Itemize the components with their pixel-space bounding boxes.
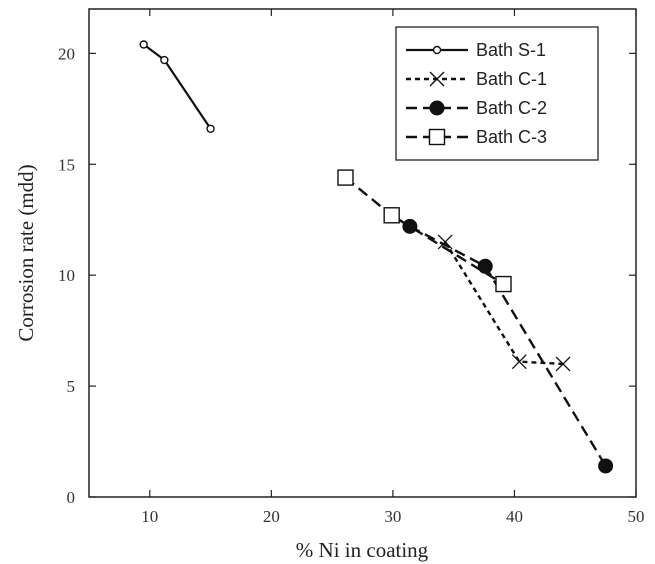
- x-marker-stroke: [555, 356, 571, 372]
- legend-label: Bath C-1: [476, 69, 547, 89]
- data-point: [383, 207, 400, 224]
- series-bath-c-2: [402, 218, 614, 474]
- y-tick-label: 0: [67, 488, 76, 507]
- data-point: [429, 100, 445, 116]
- y-tick-label: 10: [58, 266, 75, 285]
- y-axis-label: Corrosion rate (mdd): [14, 164, 38, 341]
- series-layer: [139, 40, 614, 474]
- series-bath-c-3: [337, 169, 512, 293]
- data-point: [206, 124, 215, 133]
- legend-label: Bath C-3: [476, 127, 547, 147]
- y-tick-label: 20: [58, 44, 75, 63]
- x-marker-stroke: [437, 234, 453, 250]
- x-tick-label: 10: [141, 507, 158, 526]
- series-line: [444, 241, 564, 366]
- data-point: [337, 169, 354, 186]
- x-axis-label: % Ni in coating: [296, 538, 429, 562]
- data-point: [160, 55, 169, 65]
- data-point: [432, 45, 442, 55]
- legend-entry: Bath S-1: [406, 40, 546, 60]
- y-tick-label: 5: [67, 377, 76, 396]
- axis-ticks: 10 20 30 40 50 0 5 10 15 20: [58, 9, 645, 526]
- legend-entry: Bath C-2: [406, 98, 547, 118]
- x-tick-label: 50: [628, 507, 645, 526]
- x-marker-stroke: [429, 71, 445, 87]
- y-tick-label: 15: [58, 155, 75, 174]
- x-tick-label: 40: [506, 507, 523, 526]
- data-point: [555, 356, 571, 372]
- legend-entry: Bath C-1: [406, 69, 547, 89]
- legend: Bath S-1 Bath C-1 Bath C-2 Bath C-3: [395, 26, 599, 161]
- x-tick-label: 30: [384, 507, 401, 526]
- data-point: [402, 218, 418, 234]
- data-point: [139, 40, 148, 49]
- data-point: [428, 128, 446, 146]
- data-point: [429, 71, 445, 87]
- legend-label: Bath S-1: [476, 40, 546, 60]
- data-point: [495, 275, 512, 293]
- series-bath-s-1: [139, 40, 215, 133]
- x-marker-stroke: [511, 354, 527, 370]
- x-tick-label: 20: [263, 507, 280, 526]
- data-point: [598, 458, 614, 474]
- data-point: [511, 354, 527, 370]
- data-point: [477, 258, 493, 274]
- legend-label: Bath C-2: [476, 98, 547, 118]
- legend-entry: Bath C-3: [406, 127, 547, 147]
